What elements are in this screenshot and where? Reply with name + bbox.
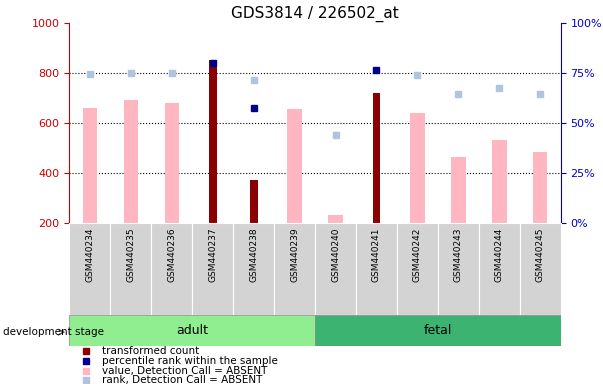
Text: GSM440242: GSM440242 <box>413 227 422 282</box>
Bar <box>373 93 380 223</box>
FancyBboxPatch shape <box>397 223 438 315</box>
FancyBboxPatch shape <box>438 223 479 315</box>
Title: GDS3814 / 226502_at: GDS3814 / 226502_at <box>231 5 399 22</box>
Text: GSM440241: GSM440241 <box>372 227 381 282</box>
Text: GSM440236: GSM440236 <box>167 227 176 282</box>
FancyBboxPatch shape <box>192 223 233 315</box>
Text: GSM440244: GSM440244 <box>495 227 504 282</box>
Text: GSM440239: GSM440239 <box>290 227 299 282</box>
FancyBboxPatch shape <box>151 223 192 315</box>
Text: adult: adult <box>176 324 208 337</box>
Text: transformed count: transformed count <box>102 346 199 356</box>
Bar <box>329 215 343 223</box>
FancyBboxPatch shape <box>110 223 151 315</box>
FancyBboxPatch shape <box>356 223 397 315</box>
FancyBboxPatch shape <box>233 223 274 315</box>
Bar <box>533 152 548 223</box>
Text: GSM440243: GSM440243 <box>454 227 463 282</box>
FancyBboxPatch shape <box>315 315 561 346</box>
Bar <box>165 103 179 223</box>
Bar <box>288 109 302 223</box>
Text: GSM440245: GSM440245 <box>536 227 545 282</box>
Text: fetal: fetal <box>424 324 452 337</box>
Text: rank, Detection Call = ABSENT: rank, Detection Call = ABSENT <box>102 375 262 384</box>
FancyBboxPatch shape <box>69 223 110 315</box>
Bar <box>209 61 216 223</box>
FancyBboxPatch shape <box>274 223 315 315</box>
Bar <box>410 113 425 223</box>
FancyBboxPatch shape <box>69 315 315 346</box>
Text: percentile rank within the sample: percentile rank within the sample <box>102 356 278 366</box>
FancyBboxPatch shape <box>520 223 561 315</box>
Bar <box>250 180 257 223</box>
Text: GSM440237: GSM440237 <box>208 227 217 282</box>
Text: GSM440234: GSM440234 <box>85 227 94 282</box>
Bar <box>124 101 138 223</box>
Text: GSM440238: GSM440238 <box>249 227 258 282</box>
Text: development stage: development stage <box>3 327 104 337</box>
Text: GSM440235: GSM440235 <box>126 227 135 282</box>
FancyBboxPatch shape <box>315 223 356 315</box>
Bar <box>83 108 97 223</box>
Bar <box>492 141 507 223</box>
Text: GSM440240: GSM440240 <box>331 227 340 282</box>
Bar <box>451 157 466 223</box>
FancyBboxPatch shape <box>479 223 520 315</box>
Text: value, Detection Call = ABSENT: value, Detection Call = ABSENT <box>102 366 267 376</box>
